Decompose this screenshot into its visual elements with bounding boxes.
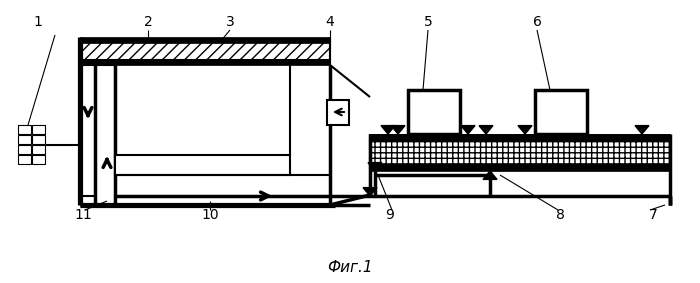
Polygon shape xyxy=(483,171,497,179)
Bar xyxy=(18,145,31,154)
Bar xyxy=(32,125,45,134)
Polygon shape xyxy=(479,126,493,134)
Bar xyxy=(80,42,330,60)
Text: 2: 2 xyxy=(144,15,153,29)
Bar xyxy=(18,135,31,144)
Bar xyxy=(370,165,670,171)
Text: 9: 9 xyxy=(386,208,394,222)
Bar xyxy=(80,37,330,43)
Bar xyxy=(18,155,31,164)
Text: 5: 5 xyxy=(424,15,433,29)
Polygon shape xyxy=(368,163,382,171)
Bar xyxy=(460,134,535,140)
Polygon shape xyxy=(381,126,395,134)
Text: 11: 11 xyxy=(74,208,92,222)
Polygon shape xyxy=(461,126,475,134)
Bar xyxy=(408,90,460,134)
Polygon shape xyxy=(635,126,649,134)
Bar xyxy=(587,134,670,140)
Text: 10: 10 xyxy=(201,208,219,222)
Bar xyxy=(32,145,45,154)
Polygon shape xyxy=(363,188,377,196)
Bar xyxy=(370,140,670,165)
Text: 6: 6 xyxy=(533,15,541,29)
Bar xyxy=(18,125,31,134)
Bar xyxy=(535,90,587,134)
Bar xyxy=(370,134,408,140)
Bar xyxy=(370,134,670,141)
Text: Фиг.1: Фиг.1 xyxy=(327,260,373,275)
Text: 8: 8 xyxy=(556,208,564,222)
Bar xyxy=(327,100,349,125)
Bar xyxy=(32,135,45,144)
Polygon shape xyxy=(518,126,532,134)
Text: 3: 3 xyxy=(225,15,234,29)
Bar xyxy=(115,155,290,175)
Text: 1: 1 xyxy=(34,15,43,29)
Text: 7: 7 xyxy=(649,208,657,222)
Bar xyxy=(32,155,45,164)
Text: 4: 4 xyxy=(326,15,335,29)
Polygon shape xyxy=(391,126,405,134)
Bar xyxy=(80,60,330,65)
